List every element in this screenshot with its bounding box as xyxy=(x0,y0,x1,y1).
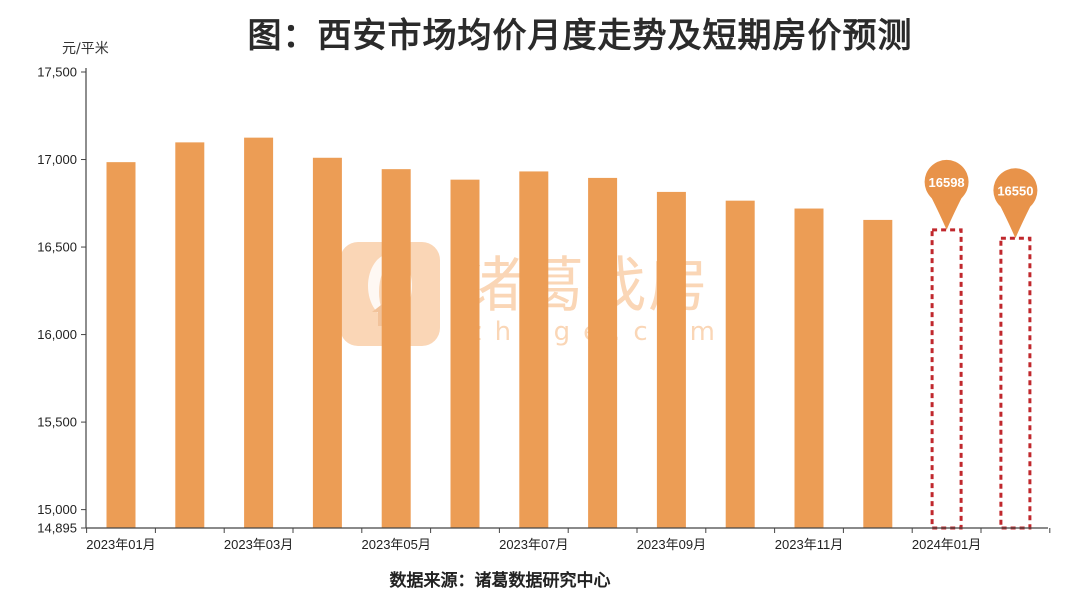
bar xyxy=(863,219,893,529)
bar xyxy=(450,179,480,528)
y-tick-label: 16,500 xyxy=(37,240,77,255)
y-tick-label: 15,000 xyxy=(37,502,77,517)
source-note: 数据来源：诸葛数据研究中心 xyxy=(389,571,611,591)
chart-title: 图：西安市场均价月度走势及短期房价预测 xyxy=(247,16,913,56)
bar xyxy=(794,208,824,529)
bar xyxy=(588,177,618,528)
forecast-bar xyxy=(930,228,963,530)
forecast-pin xyxy=(924,159,969,204)
forecast-pin-tail xyxy=(930,195,963,230)
x-tick-label: 2023年01月 xyxy=(86,537,155,552)
y-tick-label: 17,000 xyxy=(37,152,77,167)
bar xyxy=(725,200,755,528)
y-tick-label: 15,500 xyxy=(37,415,77,430)
bar xyxy=(656,191,686,528)
forecast-pin-tail xyxy=(999,204,1032,239)
bar xyxy=(175,142,205,528)
bar xyxy=(519,171,549,529)
x-tick-label: 2024年01月 xyxy=(912,537,981,552)
bar xyxy=(244,137,274,528)
bar xyxy=(381,169,411,529)
forecast-bar xyxy=(999,236,1032,530)
x-tick-label: 2023年03月 xyxy=(224,537,293,552)
bar xyxy=(106,162,136,528)
x-tick-label: 2023年07月 xyxy=(499,537,568,552)
y-axis-unit: 元/平米 xyxy=(62,41,109,57)
x-tick-label: 2023年05月 xyxy=(362,537,431,552)
y-tick-label: 14,895 xyxy=(37,521,77,536)
x-tick-label: 2023年09月 xyxy=(637,537,706,552)
y-tick-label: 17,500 xyxy=(37,65,77,80)
y-tick-label: 16,000 xyxy=(37,327,77,342)
forecast-value-label: 16598 xyxy=(929,175,965,190)
x-tick-label: 2023年11月 xyxy=(775,537,843,552)
forecast-value-label: 16550 xyxy=(997,183,1033,198)
bar xyxy=(312,157,342,529)
forecast-pin xyxy=(993,168,1038,213)
